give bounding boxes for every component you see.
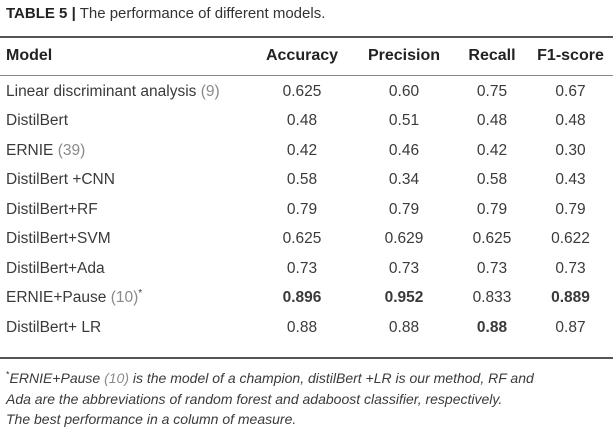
model-name: DistilBert +CNN xyxy=(6,171,115,189)
model-name: DistilBert xyxy=(6,112,69,130)
cell-recall: 0.833 xyxy=(472,289,512,307)
cell-accuracy: 0.625 xyxy=(282,82,322,100)
footnote-model-name: ERNIE+Pause xyxy=(9,370,101,386)
performance-table: Model Accuracy Precision Recall F1-score… xyxy=(0,37,613,343)
cell-precision: 0.73 xyxy=(388,259,420,277)
cell-f1-score: 0.73 xyxy=(555,259,586,277)
cell-f1-score: 0.622 xyxy=(551,230,590,248)
model-star-marker: * xyxy=(138,288,143,300)
cell-accuracy: 0.625 xyxy=(282,230,322,248)
table-top-rule xyxy=(0,36,613,38)
model-name: Linear discriminant analysis xyxy=(6,82,197,100)
cell-recall: 0.42 xyxy=(476,141,508,159)
header-f1-score: F1-score xyxy=(537,47,604,64)
cell-precision: 0.952 xyxy=(384,289,424,307)
table-header-row: Model Accuracy Precision Recall F1-score xyxy=(0,37,613,75)
caption-text: The performance of different models. xyxy=(79,5,326,22)
cell-recall: 0.79 xyxy=(476,200,508,218)
cell-recall: 0.58 xyxy=(476,171,508,189)
table-row: DistilBert+RF 0.79 0.79 0.79 0.79 xyxy=(0,195,613,225)
footnote-line-1-text: is the model of a champion, distilBert +… xyxy=(132,370,534,386)
header-precision: Precision xyxy=(367,47,441,64)
cell-f1-score: 0.87 xyxy=(555,318,586,336)
cell-recall: 0.48 xyxy=(476,112,508,130)
footnote-reference: (10) xyxy=(104,370,129,386)
table-row: ERNIE (39) 0.42 0.46 0.42 0.30 xyxy=(0,136,613,166)
cell-accuracy: 0.58 xyxy=(286,171,318,189)
model-reference: (10) xyxy=(110,289,139,307)
footnote-star-marker: * xyxy=(6,369,10,380)
model-name: ERNIE+Pause xyxy=(6,289,107,307)
cell-precision: 0.34 xyxy=(388,171,420,189)
table-row: DistilBert +CNN 0.58 0.34 0.58 0.43 xyxy=(0,166,613,196)
cell-precision: 0.51 xyxy=(388,112,420,130)
cell-accuracy: 0.48 xyxy=(286,112,318,130)
model-name: DistilBert+Ada xyxy=(6,259,105,277)
cell-model: DistilBert+ LR xyxy=(0,313,252,343)
cell-model: DistilBert+RF xyxy=(0,195,252,225)
header-recall: Recall xyxy=(468,47,516,64)
cell-recall: 0.88 xyxy=(476,318,508,336)
model-reference: (39) xyxy=(57,141,86,159)
cell-f1-score: 0.67 xyxy=(555,82,586,100)
table-row: DistilBert+ LR 0.88 0.88 0.88 0.87 xyxy=(0,313,613,343)
cell-recall: 0.625 xyxy=(472,230,512,248)
table-footnote: *ERNIE+Pause (10) is the model of a cham… xyxy=(6,368,606,430)
table-row: DistilBert+SVM 0.625 0.629 0.625 0.622 xyxy=(0,225,613,255)
model-reference: (9) xyxy=(200,82,220,100)
table-body: Linear discriminant analysis (9) 0.625 0.6… xyxy=(0,75,613,343)
cell-recall: 0.75 xyxy=(476,82,508,100)
model-name: ERNIE xyxy=(6,141,54,159)
cell-f1-score: 0.43 xyxy=(555,171,586,189)
model-name: DistilBert+SVM xyxy=(6,230,111,248)
caption-separator: | xyxy=(71,5,76,22)
cell-accuracy: 0.896 xyxy=(282,289,322,307)
model-name: DistilBert+ LR xyxy=(6,318,102,336)
cell-f1-score: 0.48 xyxy=(555,112,586,130)
table-bottom-rule xyxy=(0,357,613,359)
cell-precision: 0.88 xyxy=(388,318,420,336)
table-row: DistilBert 0.48 0.51 0.48 0.48 xyxy=(0,107,613,137)
footnote-line-1: *ERNIE+Pause (10) is the model of a cham… xyxy=(6,368,606,389)
footnote-line-2: Ada are the abbreviations of random fore… xyxy=(6,390,503,407)
header-accuracy: Accuracy xyxy=(265,47,339,64)
footnote-line-3: The best performance in a column of meas… xyxy=(6,411,297,427)
cell-model: ERNIE (39) xyxy=(0,136,252,166)
table-number: TABLE 5 xyxy=(6,5,68,22)
table-caption: TABLE 5 | The performance of different m… xyxy=(6,4,325,24)
cell-accuracy: 0.88 xyxy=(286,318,318,336)
cell-f1-score: 0.889 xyxy=(551,289,590,307)
table-row: DistilBert+Ada 0.73 0.73 0.73 0.73 xyxy=(0,254,613,284)
cell-accuracy: 0.42 xyxy=(286,141,318,159)
cell-f1-score: 0.30 xyxy=(555,141,586,159)
cell-precision: 0.60 xyxy=(388,82,420,100)
cell-model: DistilBert xyxy=(0,107,252,137)
cell-f1-score: 0.79 xyxy=(555,200,586,218)
cell-precision: 0.79 xyxy=(388,200,420,218)
model-name: DistilBert+RF xyxy=(6,200,98,218)
table-row: Linear discriminant analysis (9) 0.625 0.6… xyxy=(0,75,613,107)
cell-precision: 0.46 xyxy=(388,141,420,159)
header-model: Model xyxy=(6,47,53,64)
cell-precision: 0.629 xyxy=(384,230,424,248)
table-header-rule xyxy=(0,75,613,76)
cell-model: DistilBert+SVM xyxy=(0,225,252,255)
cell-model: ERNIE+Pause (10)* xyxy=(0,284,252,314)
cell-accuracy: 0.79 xyxy=(286,200,318,218)
cell-model: Linear discriminant analysis (9) xyxy=(0,75,252,107)
cell-recall: 0.73 xyxy=(476,259,508,277)
cell-model: DistilBert +CNN xyxy=(0,166,252,196)
cell-model: DistilBert+Ada xyxy=(0,254,252,284)
cell-accuracy: 0.73 xyxy=(286,259,318,277)
table-row: ERNIE+Pause (10)* 0.896 0.952 0.833 0.889 xyxy=(0,284,613,314)
